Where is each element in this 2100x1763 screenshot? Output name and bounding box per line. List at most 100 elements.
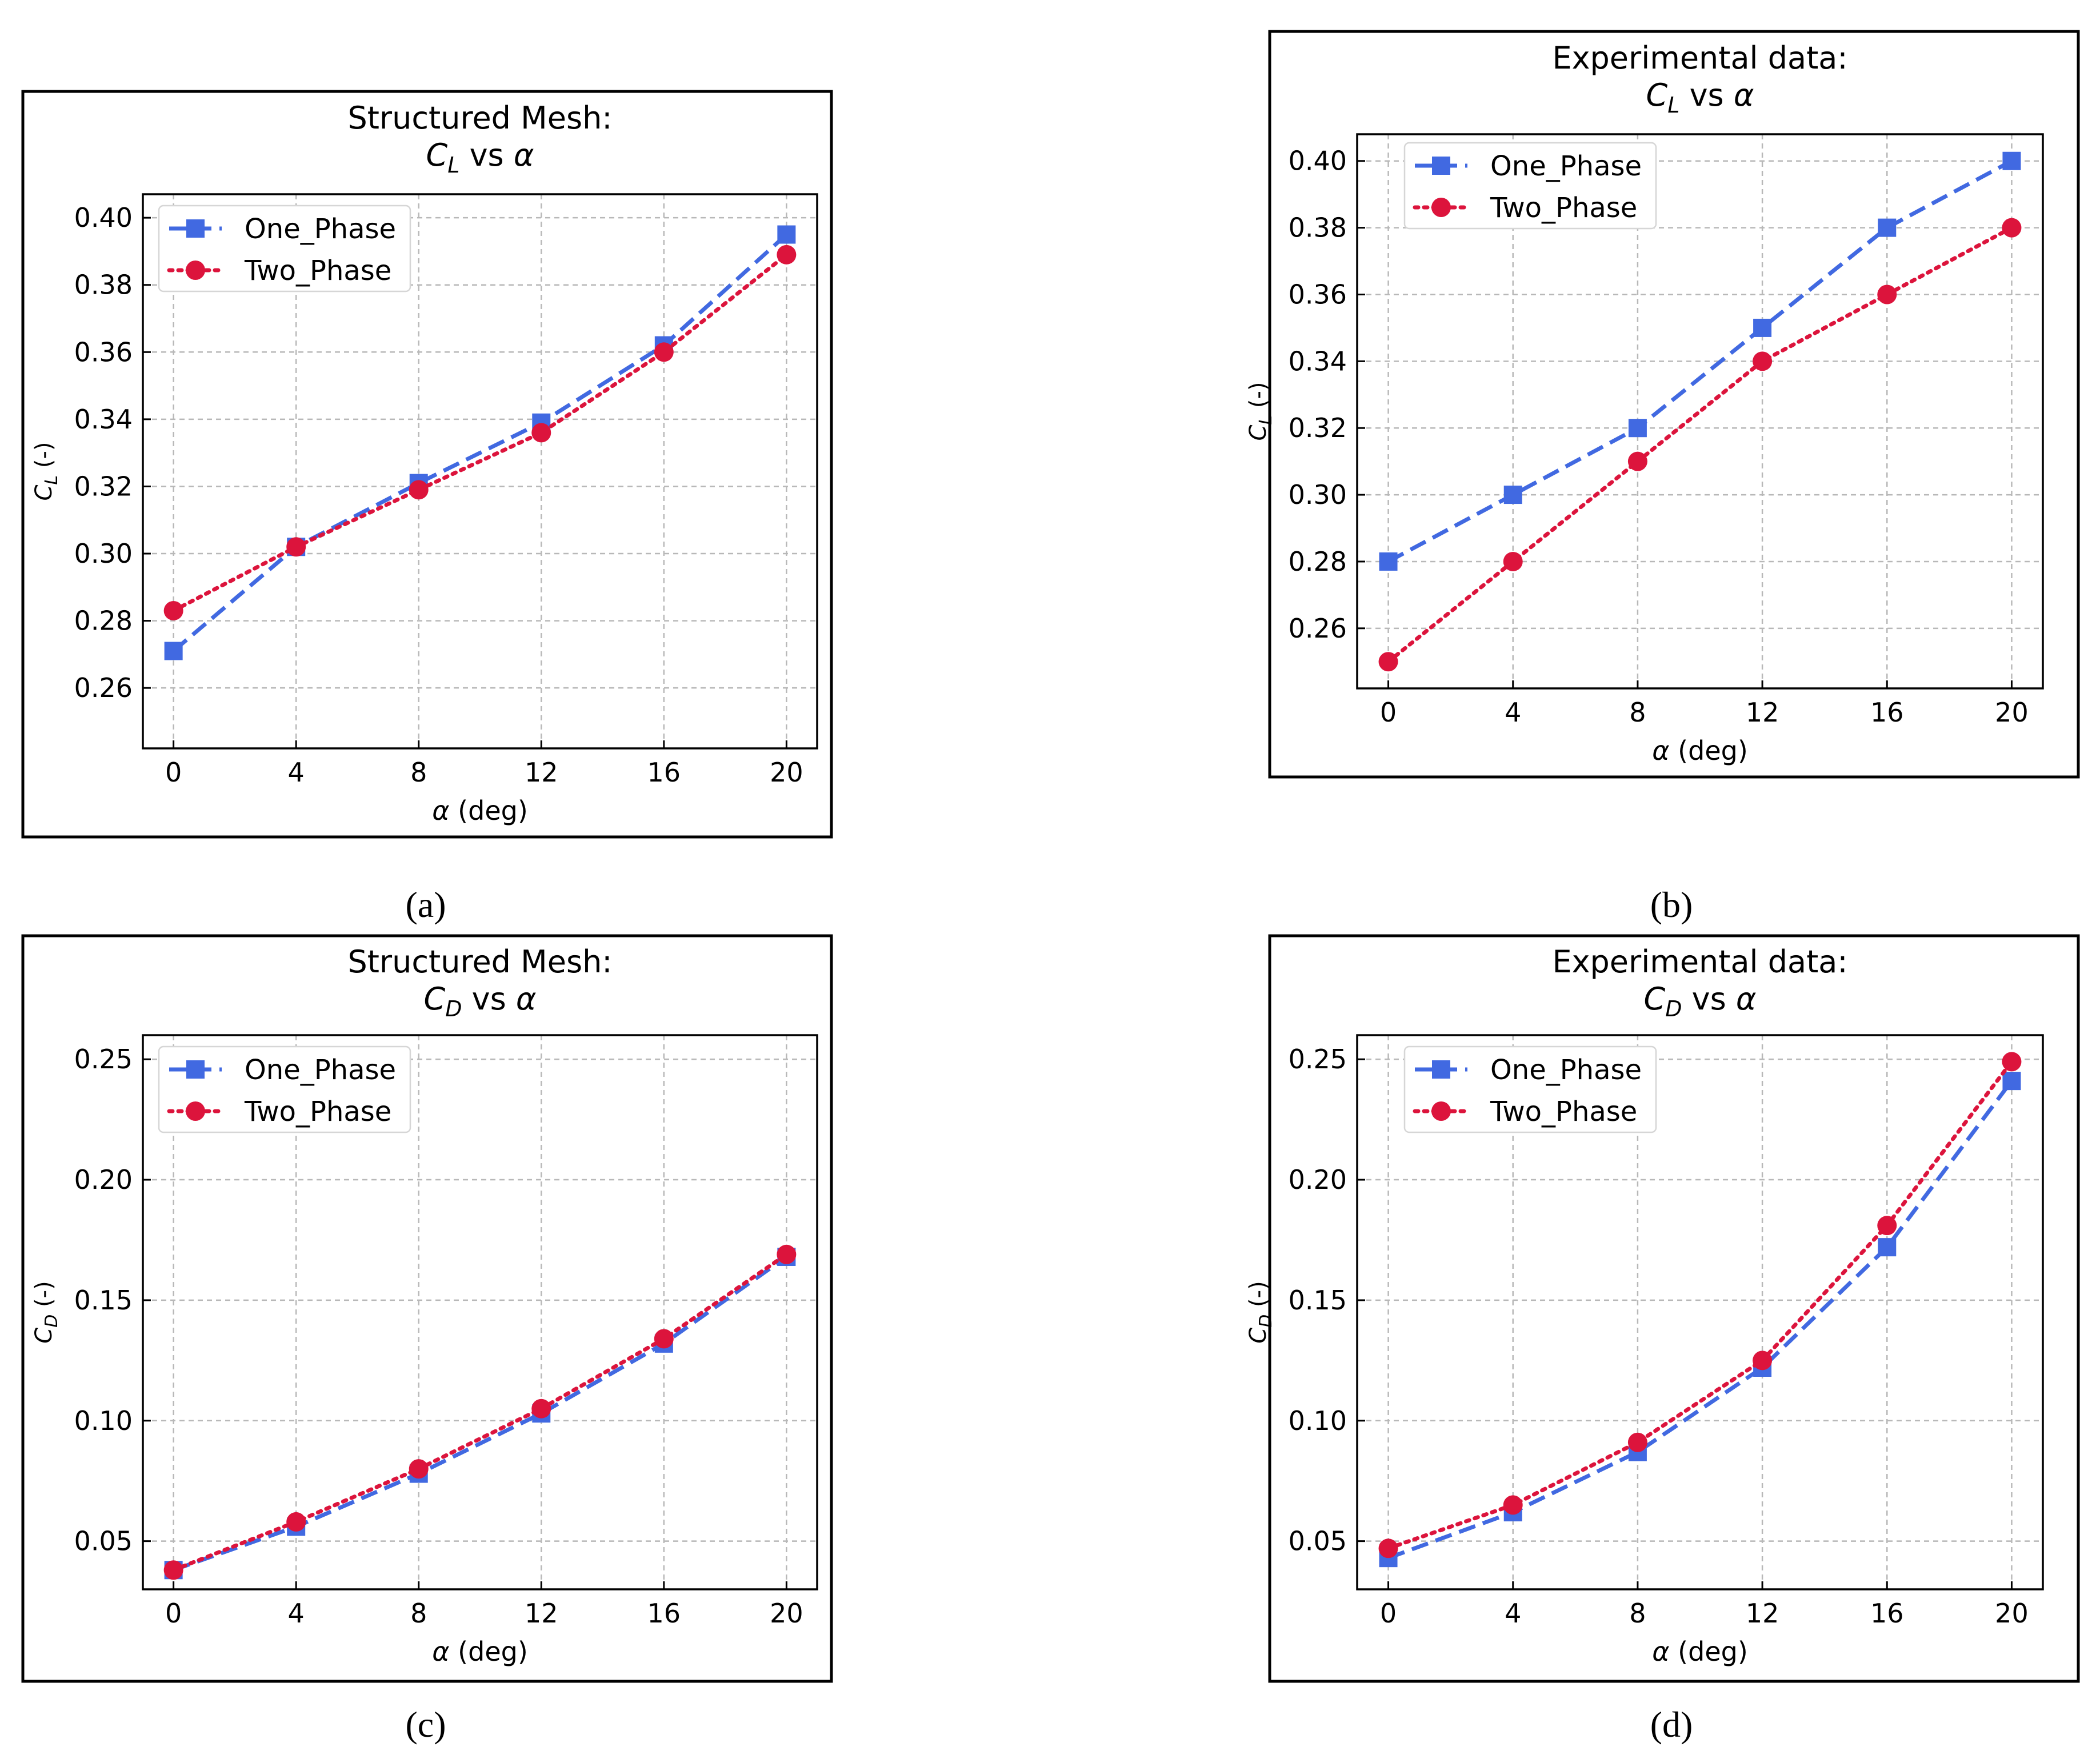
data-point [1503,486,1522,504]
data-point [1877,285,1897,304]
data-point [1503,1495,1523,1515]
x-tick-label: 8 [1629,697,1646,728]
data-point [1378,1538,1398,1558]
data-point [1753,1351,1773,1371]
title-subscript: D [445,996,462,1021]
x-tick-label: 0 [165,757,182,788]
title-alpha: α [514,137,534,173]
legend-label: Two_Phase [1490,192,1637,224]
data-point [1503,551,1523,571]
y-label-text: (-) [1245,382,1271,415]
series-one-phase [1379,1072,2021,1568]
x-axis-label: α (deg) [432,795,528,826]
title-symbol: C [423,981,445,1017]
x-label-symbol: α [1652,735,1669,766]
x-tick-label: 20 [1995,697,2029,728]
x-axis-label: α (deg) [1652,735,1748,766]
x-tick-label: 12 [1746,1598,1779,1629]
y-tick-label: 0.38 [74,270,133,300]
legend-label: Two_Phase [244,255,391,287]
x-tick-label: 4 [288,757,305,788]
data-point [1878,218,1897,237]
chart-title-line2: CL vs α [1646,77,1754,118]
y-tick-label: 0.25 [1289,1044,1347,1075]
data-point [1378,652,1398,672]
y-label-subscript: L [42,475,62,485]
data-point [654,1329,674,1349]
data-point [164,642,183,660]
title-vs: vs [459,137,513,173]
data-point [286,1512,306,1532]
y-tick-label: 0.28 [1289,546,1347,577]
y-tick-label: 0.25 [74,1044,133,1075]
y-label-symbol: C [1245,425,1271,441]
y-label-text: (-) [31,1281,57,1314]
y-axis-label: CD (-) [31,1281,62,1343]
plot-area-border [142,193,818,750]
x-tick-label: 4 [1505,1598,1521,1629]
x-tick-label: 12 [1746,697,1779,728]
y-label-subscript: D [1256,1315,1276,1328]
data-point [1379,552,1398,571]
x-tick-label: 8 [410,1598,427,1629]
x-tick-label: 20 [1995,1598,2029,1629]
y-label-symbol: C [31,1328,57,1344]
legend-label: One_Phase [1490,1054,1642,1086]
legend-label: Two_Phase [1490,1096,1637,1128]
x-axis-label: α (deg) [1652,1636,1748,1667]
chart-title-line2: CL vs α [426,137,534,178]
y-label-subscript: D [42,1315,62,1328]
caption-a: (a) [405,884,446,925]
legend-label: One_Phase [245,213,396,245]
series-two-phase [163,245,797,620]
chart-title-line2: CD vs α [1643,981,1756,1021]
chart-panel-a: 0 4 8 12 16 20 0.26 0.28 0.30 0.32 0.34 0.36 0.38 0.4… [21,90,833,839]
legend: One_Phase Two_Phase [1403,142,1657,230]
data-point [1753,351,1773,371]
y-tick-label: 0.28 [74,606,133,636]
x-tick-label: 16 [1870,1598,1904,1629]
plot-area-border [142,1034,818,1590]
y-tick-label: 0.20 [1289,1164,1347,1195]
x-axis-label: α (deg) [432,1636,528,1667]
x-label-text: (deg) [1670,735,1748,766]
legend-label: One_Phase [1490,150,1642,182]
title-vs: vs [1679,77,1733,113]
data-point [777,245,797,265]
y-tick-label: 0.05 [74,1526,133,1557]
x-tick-label: 16 [1870,697,1904,728]
y-tick-label: 0.36 [1289,279,1347,310]
y-tick-label: 0.15 [1289,1285,1347,1316]
legend-marker [186,261,205,280]
x-label-text: (deg) [1670,1636,1748,1667]
data-point [1878,1238,1897,1257]
y-tick-label: 0.05 [1289,1526,1347,1557]
legend: One_Phase Two_Phase [158,205,411,293]
data-point [409,1459,429,1479]
chart-panel-b: 0 4 8 12 16 20 0.26 0.28 0.30 0.32 0.34 0.36 0.38 0.4… [1245,30,2080,779]
data-point [777,225,796,244]
data-point [2002,1052,2022,1072]
data-point [1627,1432,1647,1452]
series-line [1386,226,2014,664]
title-subscript: D [1665,996,1682,1021]
legend-marker [1431,198,1451,217]
data-point [163,600,183,620]
x-tick-label: 8 [1629,1598,1646,1629]
data-point [409,480,429,500]
x-tick-label: 16 [647,1598,681,1629]
x-label-text: (deg) [450,795,528,826]
x-tick-label: 20 [770,757,803,788]
chart-title-line1: Structured Mesh: [347,100,612,136]
y-label-text: (-) [31,442,57,475]
x-tick-label: 0 [165,1598,182,1629]
x-tick-label: 4 [1505,697,1521,728]
y-tick-label: 0.26 [74,672,133,703]
chart-title-line1: Experimental data: [1552,944,1847,980]
caption-b: (b) [1650,884,1693,925]
legend-marker [1431,1101,1451,1121]
y-tick-label: 0.20 [74,1164,133,1195]
data-point [2002,151,2021,170]
x-tick-label: 4 [288,1598,305,1629]
chart-title-line2: CD vs α [423,981,536,1021]
